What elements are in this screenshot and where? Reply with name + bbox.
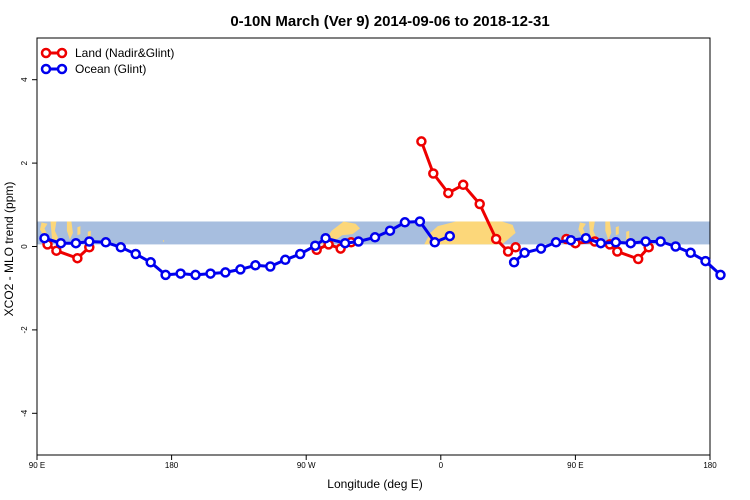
data-point [250,260,261,271]
map-land [162,239,165,243]
legend: Land (Nadir&Glint) Ocean (Glint) [40,46,174,76]
data-point [502,246,514,257]
x-tick-label: 0 [439,461,444,470]
legend-item: Ocean (Glint) [40,62,146,76]
data-point [265,261,276,272]
data-point [565,234,577,246]
data-point [51,245,62,256]
series-layer [39,136,726,281]
y-tick-label: 4 [20,77,29,82]
data-point [70,237,82,249]
data-point [235,264,246,275]
map-land [66,221,73,240]
data-point [309,240,321,251]
chart-title: 0-10N March (Ver 9) 2014-09-06 to 2018-1… [230,13,549,30]
legend-label: Ocean (Glint) [75,62,146,76]
data-point [443,187,454,199]
x-tick-label: 180 [165,461,179,470]
data-point [508,257,520,268]
y-tick-label: 2 [20,160,29,165]
data-point [428,168,439,179]
data-point [84,236,95,247]
x-tick-label: 90 E [29,461,45,470]
data-point [632,253,644,265]
legend-label: Land (Nadir&Glint) [75,46,174,60]
x-tick-label: 90 W [297,461,316,470]
data-point [444,230,456,242]
data-point [72,252,83,264]
data-point [640,236,651,247]
data-point [190,269,201,281]
legend-item: Land (Nadir&Glint) [40,46,174,60]
data-point [55,237,67,249]
data-point [535,243,547,254]
data-point [399,217,411,228]
map-land [575,221,586,236]
data-point [655,236,666,247]
data-point [205,268,216,279]
data-point [685,247,696,259]
data-point [474,198,485,210]
data-point [457,179,469,191]
data-point [145,257,156,268]
axes: 90 E 180 90 W 0 90 E 180 -4 -2 0 2 4 [20,37,717,470]
map-land [605,221,612,240]
y-tick-label: -4 [20,409,29,417]
legend-swatch-marker [40,47,52,59]
data-point [160,269,171,281]
map-land [50,221,58,244]
data-point [100,237,112,248]
legend-swatch-marker [56,47,68,59]
map-land [615,226,619,236]
x-tick-label: 180 [703,461,717,470]
data-point [130,248,141,260]
data-point [115,242,127,253]
map-land [77,226,81,236]
data-point [353,236,364,247]
data-point [580,232,592,244]
x-tick-label: 90 E [567,461,583,470]
data-point [700,255,711,267]
y-tick-label: 0 [20,244,29,249]
y-axis-label: XCO2 - MLO trend (ppm) [2,182,16,317]
data-point [510,242,521,253]
legend-swatch-marker [40,63,52,75]
data-point [715,269,726,281]
data-point [595,237,607,249]
data-point [294,248,306,260]
data-point [220,267,231,278]
data-point [519,247,530,259]
data-point [320,232,331,244]
series-ocean [39,216,726,281]
data-point [384,225,396,236]
data-point [429,237,441,248]
data-point [39,232,50,244]
data-point [414,216,426,227]
data-point [175,268,186,279]
data-point [550,237,562,248]
series-line [46,243,91,260]
data-point [280,254,291,266]
x-axis-label: Longitude (deg E) [327,477,422,491]
y-tick-label: -2 [20,326,29,334]
data-point [339,237,351,249]
map-land [37,221,48,236]
legend-swatch-marker [56,63,68,75]
data-point [670,241,681,252]
data-point [625,237,636,249]
data-point [490,233,502,245]
data-point [612,246,623,257]
data-point [416,136,427,147]
data-point [369,232,381,243]
data-point [610,237,622,248]
series-line [44,220,451,277]
